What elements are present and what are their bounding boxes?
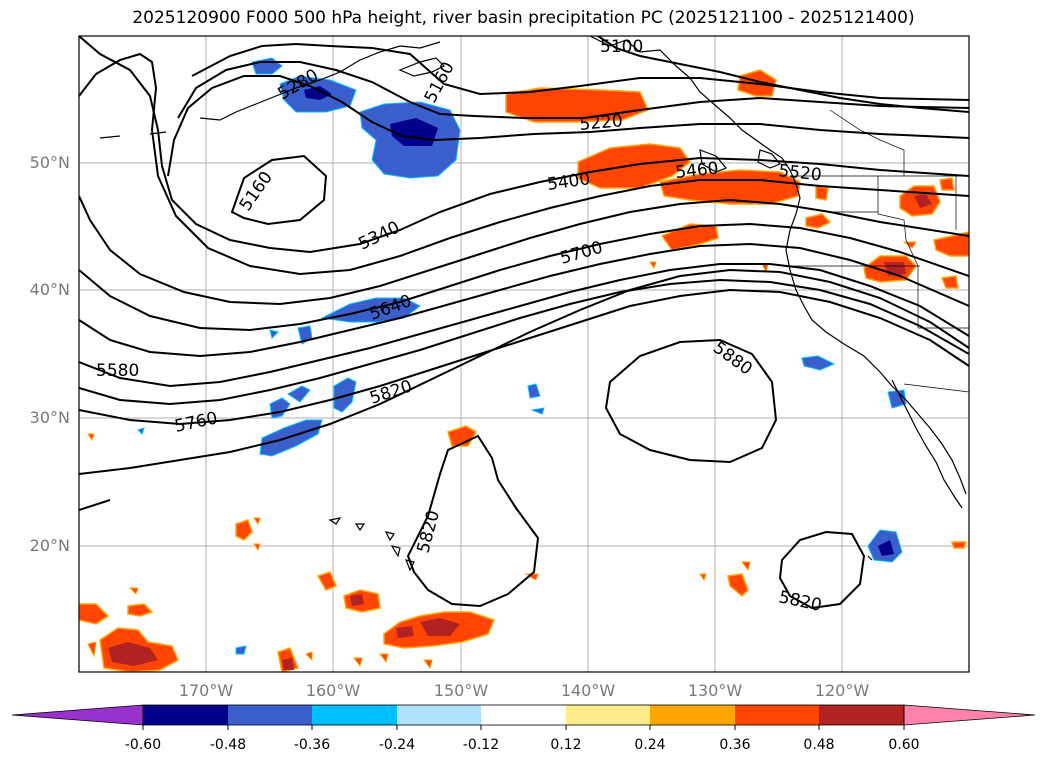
contour-label-5220: 5220 bbox=[579, 111, 624, 135]
lon-label-170w: 170°W bbox=[178, 681, 234, 700]
lon-label-150w: 150°W bbox=[433, 681, 489, 700]
colorbar-tick-label: -0.60 bbox=[124, 737, 162, 753]
contour-label-5460: 5460 bbox=[674, 159, 719, 183]
contour-label-5100: 5100 bbox=[600, 37, 643, 57]
colorbar-bin-9 bbox=[819, 705, 904, 725]
colorbar-tick-label: 0.24 bbox=[634, 737, 666, 753]
contour-5460 bbox=[79, 195, 969, 306]
contour-label-5580: 5580 bbox=[96, 361, 139, 381]
lon-label-120w: 120°W bbox=[814, 681, 870, 700]
contour-5340 bbox=[79, 36, 969, 254]
colorbar-tick-label: -0.24 bbox=[378, 737, 416, 753]
lon-label-160w: 160°W bbox=[305, 681, 361, 700]
colorbar-bin-6 bbox=[566, 705, 650, 725]
contour-5760 bbox=[79, 288, 969, 426]
contour-5400 bbox=[79, 52, 969, 276]
lat-label-20n: 20°N bbox=[29, 536, 70, 555]
precip-positive-areas bbox=[79, 69, 969, 672]
contour-5880 bbox=[604, 338, 778, 464]
colorbar bbox=[11, 704, 1036, 730]
contour-5820-east bbox=[778, 530, 866, 610]
colorbar-bin-8 bbox=[735, 705, 819, 725]
map-title: 2025120900 F000 500 hPa height, river ba… bbox=[132, 8, 915, 28]
colorbar-extend-high bbox=[903, 704, 1036, 726]
colorbar-tick-label: -0.12 bbox=[462, 737, 500, 753]
lat-label-50n: 50°N bbox=[29, 153, 70, 172]
lat-label-40n: 40°N bbox=[29, 280, 70, 299]
contour-5220 bbox=[177, 61, 969, 119]
height-contours bbox=[79, 36, 969, 610]
lon-label-130w: 130°W bbox=[687, 681, 743, 700]
colorbar-bin-5 bbox=[481, 705, 566, 725]
contour-5820-closed bbox=[406, 434, 540, 608]
contour-5640 bbox=[79, 263, 969, 388]
contour-5160-low bbox=[230, 154, 328, 226]
colorbar-bin-4 bbox=[397, 705, 481, 725]
colorbar-bin-3 bbox=[312, 705, 397, 725]
contour-5160 bbox=[191, 42, 969, 101]
contour-5700 bbox=[79, 278, 969, 406]
colorbar-tick-label: 0.12 bbox=[550, 737, 582, 753]
precip-blob-offshore-pnw bbox=[577, 143, 692, 189]
colorbar-tick-label: -0.48 bbox=[209, 737, 247, 753]
precip-blob-subtropical bbox=[259, 419, 323, 457]
political-borders bbox=[788, 109, 969, 393]
contour-5280 bbox=[167, 75, 969, 177]
colorbar-bin-1 bbox=[143, 705, 228, 725]
colorbar-bin-2 bbox=[228, 705, 312, 725]
alaska-coast bbox=[589, 36, 791, 171]
colorbar-tick-label: 0.36 bbox=[719, 737, 751, 753]
contour-5820-main bbox=[79, 268, 969, 475]
lat-label-30n: 30°N bbox=[29, 408, 70, 427]
lon-label-140w: 140°W bbox=[560, 681, 616, 700]
contour-5580 bbox=[79, 242, 969, 358]
gridlines bbox=[79, 36, 969, 672]
colorbar-tick-label: 0.48 bbox=[803, 737, 835, 753]
contour-label-5520: 5520 bbox=[777, 161, 822, 185]
precip-negative-areas bbox=[137, 57, 907, 655]
colorbar-tick-label: 0.60 bbox=[888, 737, 920, 753]
colorbar-bin-7 bbox=[650, 705, 735, 725]
colorbar-tick-label: -0.36 bbox=[293, 737, 331, 753]
colorbar-extend-low bbox=[11, 704, 144, 726]
map-frame bbox=[78, 35, 970, 673]
contour-5520 bbox=[79, 222, 969, 332]
bc-coast bbox=[785, 169, 967, 495]
baja-peninsula bbox=[891, 379, 963, 509]
precip-blob-pnw-coast bbox=[659, 169, 801, 205]
